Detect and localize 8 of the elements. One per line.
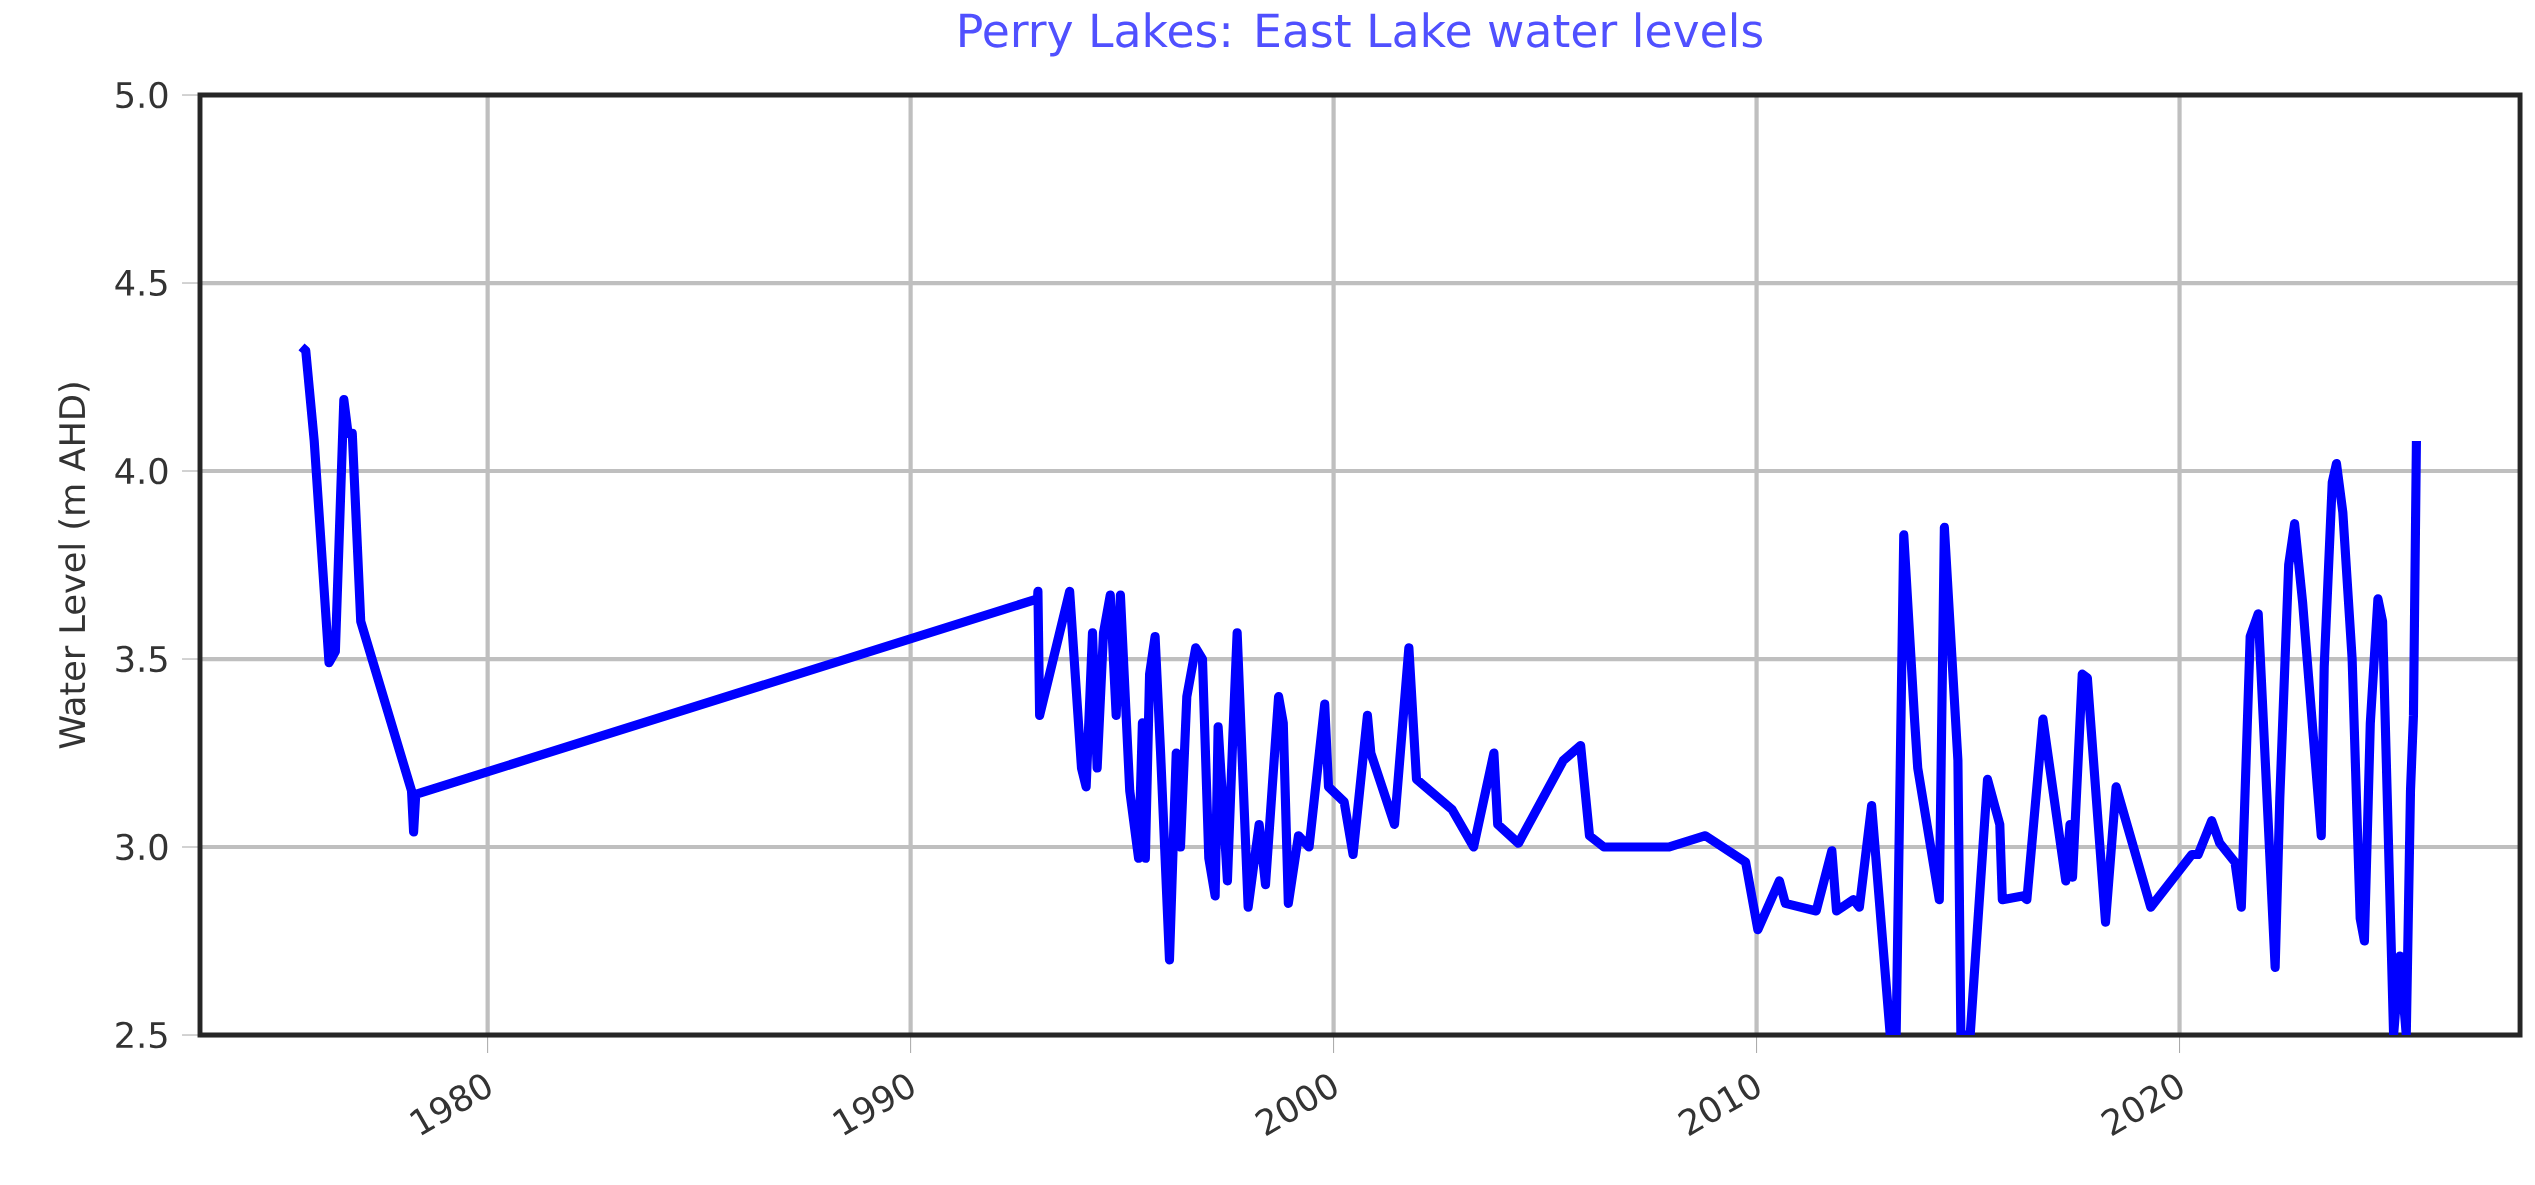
y-tick-label: 4.5	[115, 269, 167, 297]
y-tick-label: 5.0	[116, 81, 168, 109]
y-tick-label: 3.0	[116, 833, 168, 861]
chart-title: Perry Lakes: East Lake water levels	[960, 12, 1762, 57]
y-tick-label: 3.5	[116, 645, 167, 673]
y-tick-label: 2.5	[116, 1021, 167, 1049]
y-tick-label: 4.0	[115, 457, 168, 485]
y-axis-title: Water Level (m AHD)	[58, 383, 90, 749]
